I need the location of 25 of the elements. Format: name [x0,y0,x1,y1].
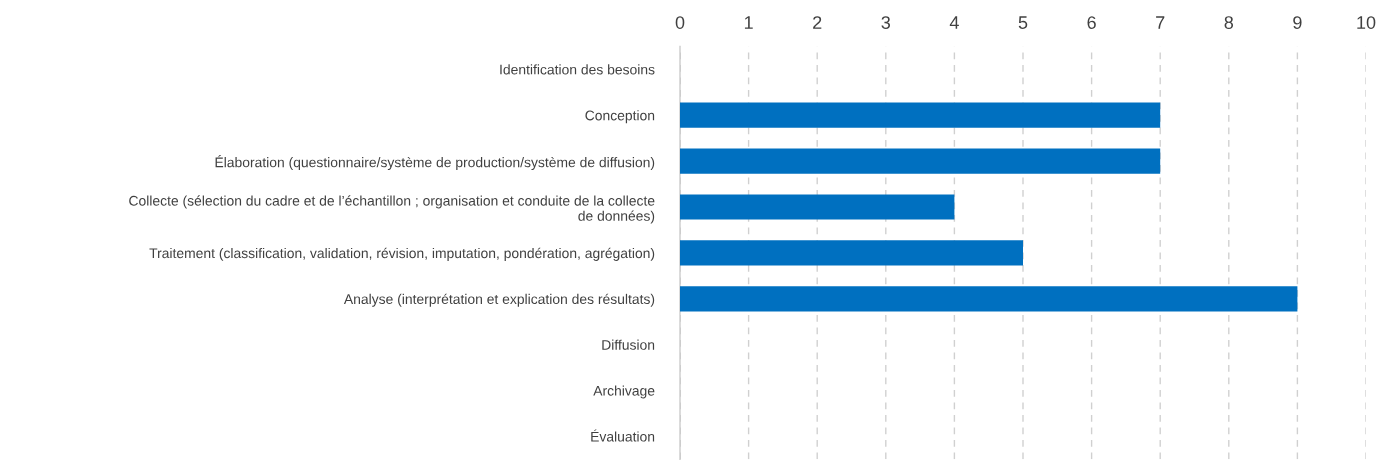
x-tick-label: 3 [881,16,891,29]
x-tick-label: 6 [1087,16,1096,29]
bar [680,194,955,220]
y-tick-label: Identification des besoins [500,64,655,75]
bar [680,148,1161,174]
y-tick-label: Évaluation [591,429,655,442]
y-tick-label: Élaboration (questionnaire/système de production/système de diffusion) [215,155,655,171]
y-tick-label: Archivage [593,385,655,399]
bar [680,240,1023,266]
x-tick-label: 10 [1357,16,1376,29]
bar [680,286,1298,312]
bar [680,102,1161,128]
x-tick-label: 7 [1156,16,1165,29]
x-tick-label: 5 [1018,16,1028,29]
y-tick-label: Traitement (classification, validation, révision, imputation, pondération, agrégation) [149,247,655,261]
x-tick-label: 0 [675,16,685,29]
x-tick-label: 2 [813,16,822,29]
y-tick-label: Diffusion [602,339,655,350]
x-tick-label: 4 [949,16,959,29]
y-tick-label: Analyse (interprétation et explication des résultats) [343,293,655,307]
y-tick-label: Conception [585,110,655,124]
x-tick-label: 9 [1293,16,1302,29]
x-tick-label: 8 [1224,16,1234,29]
x-tick-label: 1 [744,16,753,29]
y-tick-label: Collecte (sélection du cadre et de l’échantillon ; organisation et conduite de la collecte de données) [129,195,655,224]
